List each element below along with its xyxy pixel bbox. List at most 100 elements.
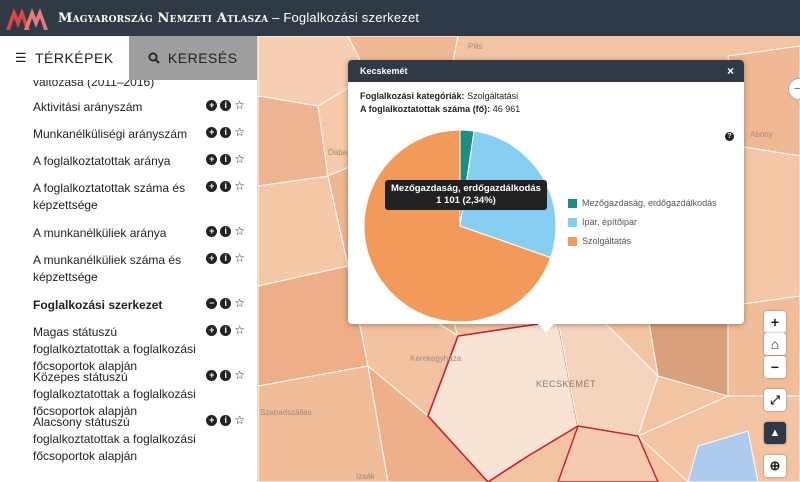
star-icon[interactable]: ☆ [234,323,245,337]
star-icon[interactable]: ☆ [234,125,245,139]
list-item-medium-status[interactable]: Közepes státuszú foglalkoztatottak a fog… [33,369,255,420]
plus-circle-icon[interactable]: + [206,253,218,264]
list-item-label: Foglalkozási szerkezet [33,298,163,312]
list-item-label: Magas státuszú foglalkoztatottak a fogla… [33,325,196,373]
list-item-unemployed-share[interactable]: A munkanélküliek aránya + i ☆ [33,225,255,242]
minus-circle-icon[interactable]: − [206,298,218,309]
plus-circle-icon[interactable]: + [206,226,218,237]
plus-circle-icon[interactable]: + [206,415,218,426]
legend-item-industry[interactable]: Ipar, építőipar [568,217,717,227]
list-item-high-status[interactable]: Magas státuszú foglalkoztatottak a fogla… [33,324,255,375]
plus-circle-icon[interactable]: + [206,325,218,336]
globe-icon[interactable]: ⊕ [764,455,786,477]
plus-circle-icon[interactable]: + [206,370,218,381]
list-item-label: változása (2011–2016) [33,80,155,89]
map-label-szabadszallas: Szabadszállás [260,408,312,417]
legend-label: Szolgáltatás [582,236,632,246]
layers-icon: ☰ [14,50,27,65]
info-icon[interactable]: i [220,226,232,237]
list-item-unemployment-rate[interactable]: Munkanélküliségi arányszám + i ☆ [33,126,255,143]
star-icon[interactable]: ☆ [234,152,245,166]
list-item-label: Aktivitási arányszám [33,100,143,114]
list-item-label: A foglalkoztatottak száma és képzettsége [33,181,186,212]
legend-label: Ipar, építőipar [582,217,638,227]
sidebar-tabs: ☰ TÉRKÉPEK KERESÉS [0,36,257,80]
info-icon[interactable]: i [220,181,232,192]
count-value: 46 961 [492,104,521,114]
title-separator: – [268,10,284,25]
tab-maps[interactable]: ☰ TÉRKÉPEK [0,36,129,80]
legend-swatch [568,236,577,246]
list-item-label: Munkanélküliségi arányszám [33,127,188,141]
plus-circle-icon[interactable]: + [206,154,218,165]
star-icon[interactable]: ☆ [234,179,245,193]
fullscreen-icon[interactable]: ⤢ [764,389,786,411]
star-icon[interactable]: ☆ [234,98,245,112]
map-list: változása (2011–2016) Aktivitási aránysz… [0,80,257,482]
list-item-label: A munkanélküliek aránya [33,226,167,240]
info-icon[interactable]: i [220,325,232,336]
info-icon[interactable]: i [220,298,232,309]
help-icon[interactable]: ? [725,132,734,141]
terrain-icon[interactable]: ▲ [764,422,786,444]
legend-item-services[interactable]: Szolgáltatás [568,236,717,246]
category-label: Foglalkozási kategóriák: [360,91,465,101]
star-icon[interactable]: ☆ [234,251,245,265]
list-item-label: Közepes státuszú foglalkoztatottak a fog… [33,370,196,418]
list-item-low-status[interactable]: Alacsony státuszú foglalkoztatottak a fo… [33,414,255,465]
map-label-abony: Abony [750,130,773,139]
search-icon [148,52,160,64]
chart-legend: Mezőgazdaság, erdőgazdálkodás Ipar, épít… [568,198,717,255]
zoom-out-button[interactable]: − [764,356,786,378]
info-icon[interactable]: i [220,100,232,111]
info-icon[interactable]: i [220,253,232,264]
count-label: A foglalkoztatottak száma (fő): [360,104,491,114]
legend-swatch [568,217,577,227]
list-item-activity-rate[interactable]: Aktivitási arányszám + i ☆ [33,99,255,116]
popup-header: Kecskemét × [348,60,744,82]
info-icon[interactable]: i [220,154,232,165]
home-icon[interactable]: ⌂ [764,333,786,355]
map-label-kerekegyhaza: Kerekegyháza [410,354,462,363]
info-icon[interactable]: i [220,415,232,426]
plus-circle-icon[interactable]: + [206,100,218,111]
map-label-dabas: Dabas [328,148,352,157]
list-item-unemployed-count-education[interactable]: A munkanélküliek száma és képzettsége + i… [33,252,255,286]
map-label-pilis: Pilis [468,42,483,51]
list-item-label: A foglalkoztatottak aránya [33,154,171,168]
list-item-employed-count-education[interactable]: A foglalkoztatottak száma és képzettsége… [33,180,255,214]
popup-info: Foglalkozási kategóriák: Szolgáltatási A… [360,90,520,116]
pie-slice-services[interactable] [363,129,552,323]
app-title: Magyarország Nemzeti Atlasza – Foglalkoz… [58,10,419,26]
plus-circle-icon[interactable]: + [206,181,218,192]
tab-search[interactable]: KERESÉS [128,36,257,80]
atlas-logo[interactable] [4,4,50,32]
pie-chart[interactable] [362,128,558,324]
info-icon[interactable]: i [220,127,232,138]
tab-maps-label: TÉRKÉPEK [34,50,114,66]
list-item[interactable]: változása (2011–2016) [33,80,255,91]
feature-popup: Kecskemét × Foglalkozási kategóriák: Szo… [348,60,744,332]
page-name: Foglalkozási szerkezet [283,10,420,25]
list-item-occupational-structure[interactable]: Foglalkozási szerkezet − i ☆ [33,297,255,314]
star-icon[interactable]: ☆ [234,368,245,382]
legend-label: Mezőgazdaság, erdőgazdálkodás [582,198,717,208]
tooltip-category: Mezőgazdaság, erdőgazdálkodás [391,183,541,194]
list-item-label: Alacsony státuszú foglalkoztatottak a fo… [33,415,196,463]
app-header: Magyarország Nemzeti Atlasza – Foglalkoz… [0,0,800,36]
plus-circle-icon[interactable]: + [206,127,218,138]
star-icon[interactable]: ☆ [234,224,245,238]
brand-name: Magyarország Nemzeti Atlasza [58,11,269,26]
map-label-izsak: Izsák [356,472,375,481]
legend-item-agriculture[interactable]: Mezőgazdaság, erdőgazdálkodás [568,198,717,208]
close-icon[interactable]: × [726,64,734,78]
info-icon[interactable]: i [220,370,232,381]
map-label-kecskemet: KECSKEMÉT [536,379,597,389]
list-item-label: A munkanélküliek száma és képzettsége [33,253,182,284]
star-icon[interactable]: ☆ [234,413,245,427]
star-icon[interactable]: ☆ [234,296,245,310]
zoom-in-button[interactable]: + [764,311,786,333]
list-item-employed-share[interactable]: A foglalkoztatottak aránya + i ☆ [33,153,255,170]
tab-search-label: KERESÉS [167,50,238,66]
chart-tooltip: Mezőgazdaság, erdőgazdálkodás 1 101 (2,3… [385,180,547,210]
